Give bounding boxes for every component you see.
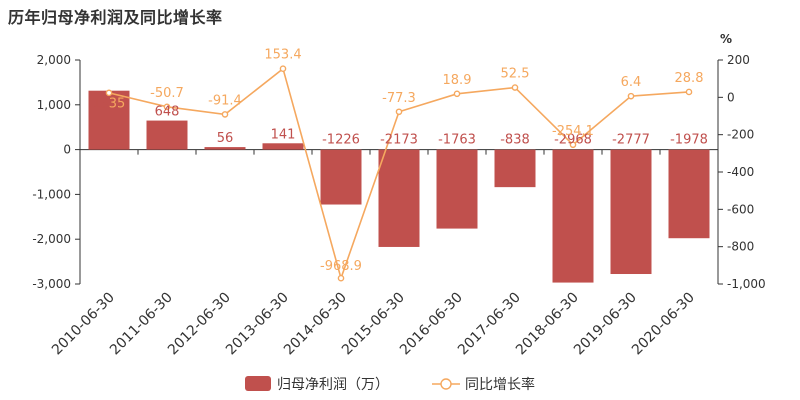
- bar-data-label: -838: [500, 133, 530, 148]
- bar-data-label: -2968: [554, 133, 592, 148]
- bar[interactable]: [262, 143, 304, 150]
- bar[interactable]: [88, 90, 130, 150]
- line-data-label: -968.9: [320, 259, 362, 274]
- line-point[interactable]: [163, 103, 171, 111]
- legend[interactable]: 归母净利润（万） 同比增长率: [245, 376, 535, 393]
- bar[interactable]: [436, 149, 478, 229]
- bar-data-label: 56: [217, 131, 234, 146]
- line-data-label: -77.3: [382, 91, 416, 106]
- left-tick-label: 0: [63, 143, 71, 157]
- line-series-group: [105, 65, 693, 282]
- line-data-label: -91.4: [208, 93, 242, 108]
- left-tick-label: -1,000: [32, 187, 71, 201]
- bar[interactable]: [378, 149, 420, 247]
- bar[interactable]: [146, 120, 188, 150]
- bar[interactable]: [320, 149, 362, 205]
- line-point[interactable]: [511, 84, 519, 91]
- line-point[interactable]: [569, 141, 577, 149]
- left-tick-label: 2,000: [37, 53, 71, 67]
- line-point[interactable]: [395, 108, 403, 116]
- left-tick-label: -2,000: [32, 232, 71, 246]
- right-tick-label: -600: [727, 202, 754, 216]
- bar[interactable]: [668, 149, 710, 239]
- line-point[interactable]: [627, 92, 635, 100]
- line-data-label: 52.5: [501, 67, 530, 82]
- line-point[interactable]: [685, 88, 693, 96]
- bar-data-label: -1978: [670, 133, 708, 148]
- bar-data-label: 1315: [92, 97, 125, 112]
- line-data-label: 28.8: [675, 71, 704, 86]
- legend-item-line[interactable]: 同比增长率: [465, 376, 535, 393]
- line-data-label: -50.7: [150, 86, 184, 101]
- line-point[interactable]: [221, 111, 229, 118]
- left-tick-label: -3,000: [32, 277, 71, 291]
- line-data-label: 35: [109, 97, 126, 112]
- bar[interactable]: [610, 149, 652, 275]
- chart-title: 历年归母净利润及同比增长率: [8, 8, 223, 27]
- right-tick-label: 200: [727, 53, 750, 67]
- line-data-label: 18.9: [443, 73, 472, 88]
- right-tick-label: 0: [727, 90, 735, 104]
- legend-item-bar[interactable]: 归母净利润（万）: [277, 376, 389, 393]
- legend-line-marker[interactable]: [440, 378, 452, 390]
- right-tick-label: -1,000: [727, 277, 766, 291]
- right-axis-unit: %: [720, 32, 732, 46]
- data-labels-group: 1315 648 56 141 -1226 -2173 -1763 -838 -2968 -277…: [92, 48, 707, 274]
- legend-bar-swatch[interactable]: [245, 376, 271, 391]
- bar-data-label: 648: [155, 105, 180, 120]
- left-tick-label: 1,000: [37, 98, 71, 112]
- bar[interactable]: [494, 149, 536, 188]
- line-data-label: -254.1: [552, 124, 594, 139]
- bar-data-label: -1763: [438, 133, 476, 148]
- bar[interactable]: [204, 147, 246, 150]
- bar-data-label: -2173: [380, 133, 418, 148]
- x-tick-label: 2020-06-30: [629, 290, 698, 359]
- line-data-label: 6.4: [621, 75, 642, 90]
- right-tick-label: -400: [727, 165, 754, 179]
- line-point[interactable]: [453, 90, 461, 98]
- line-point[interactable]: [279, 65, 287, 72]
- bar[interactable]: [552, 149, 594, 283]
- bar-data-label: 141: [271, 127, 296, 142]
- right-tick-label: -800: [727, 240, 754, 254]
- line-point[interactable]: [105, 89, 113, 97]
- bar-data-label: -1226: [322, 133, 360, 148]
- bars-group: [88, 90, 710, 283]
- bar-data-label: -2777: [612, 133, 650, 148]
- line-data-label: 153.4: [264, 48, 301, 63]
- line-point[interactable]: [337, 274, 345, 282]
- right-tick-label: -200: [727, 128, 754, 142]
